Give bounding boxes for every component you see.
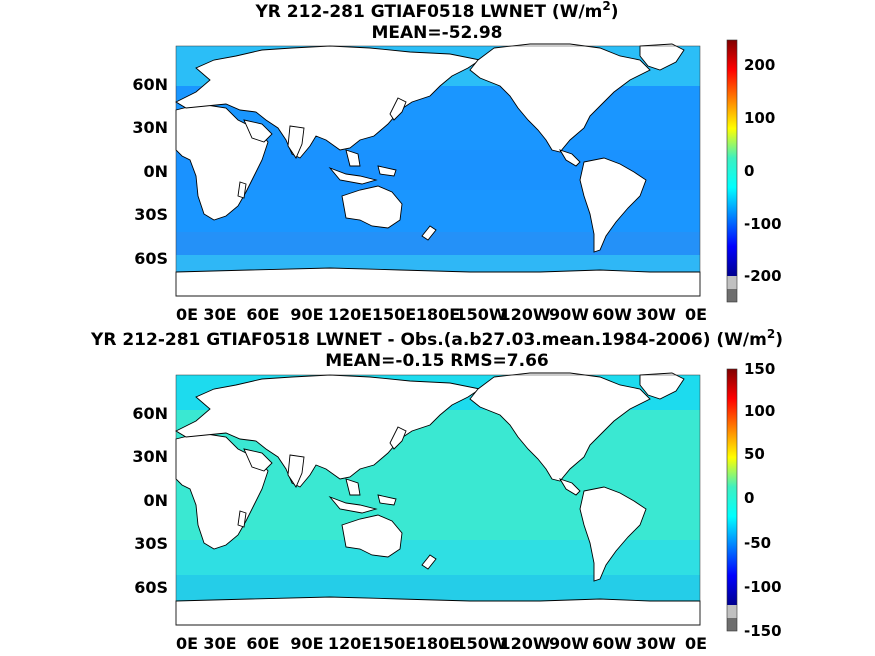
colorbar-tick: 0 <box>744 489 754 507</box>
lat-tick: 0N <box>143 491 168 510</box>
lon-tick: 180E <box>416 634 460 653</box>
colorbar-top-frame <box>726 39 738 303</box>
colorbar-tick: 100 <box>744 402 775 420</box>
lon-tick: 30E <box>203 305 236 324</box>
panel-bottom-title: YR 212-281 GTIAF0518 LWNET - Obs.(a.b27.… <box>90 327 783 350</box>
panel-top: YR 212-281 GTIAF0518 LWNET (W/m2) MEAN=-… <box>132 0 781 324</box>
colorbar-tick: 150 <box>744 360 775 378</box>
map-top-frame <box>175 45 701 297</box>
colorbar-tick: -200 <box>744 267 782 285</box>
colorbar-bottom: 150 100 50 0 -50 -100 -150 <box>726 360 782 640</box>
lon-tick: 0E <box>176 305 198 324</box>
lon-tick: 0E <box>685 305 707 324</box>
colorbar-top-under-dark <box>727 289 737 302</box>
lon-tick: 60E <box>246 305 279 324</box>
lon-tick: 30W <box>636 634 676 653</box>
lon-tick: 0E <box>176 634 198 653</box>
lon-tick: 30E <box>203 634 236 653</box>
lat-tick: 30S <box>134 205 168 224</box>
map-bottom <box>175 372 701 626</box>
lon-tick: 180E <box>416 305 460 324</box>
panel-top-title: YR 212-281 GTIAF0518 LWNET (W/m2) <box>254 0 618 22</box>
panel-top-subtitle: MEAN=-52.98 <box>372 23 503 43</box>
panel-bottom: YR 212-281 GTIAF0518 LWNET - Obs.(a.b27.… <box>90 327 783 653</box>
lon-tick: 90W <box>549 634 589 653</box>
lat-tick: 60N <box>132 75 168 94</box>
lon-ticks-top: 0E 30E 60E 90E 120E 150E 180E 150W 120W … <box>176 305 707 324</box>
colorbar-tick: 200 <box>744 56 775 74</box>
colorbar-tick: 50 <box>744 445 765 463</box>
lat-ticks-top: 60N 30N 0N 30S 60S <box>132 75 168 268</box>
lat-tick: 0N <box>143 162 168 181</box>
lon-tick: 150E <box>372 634 416 653</box>
colorbar-bottom-under-light <box>727 605 737 618</box>
lon-tick: 90W <box>549 305 589 324</box>
lon-tick: 120E <box>328 634 372 653</box>
lat-tick: 30N <box>132 118 168 137</box>
colorbar-bottom-gradient <box>727 369 737 605</box>
lat-tick: 30N <box>132 447 168 466</box>
colorbar-tick: -100 <box>744 578 782 596</box>
lon-tick: 60W <box>592 305 632 324</box>
map-top <box>175 43 701 297</box>
lon-tick: 90E <box>290 305 323 324</box>
colorbar-bottom-under-dark <box>727 618 737 631</box>
lon-tick: 90E <box>290 634 323 653</box>
lon-tick: 0E <box>685 634 707 653</box>
lat-tick: 60S <box>134 249 168 268</box>
lon-tick: 150W <box>455 634 506 653</box>
lat-tick: 60S <box>134 578 168 597</box>
lat-tick: 30S <box>134 534 168 553</box>
colorbar-tick: -100 <box>744 215 782 233</box>
lon-tick: 120W <box>499 634 550 653</box>
lon-tick: 60E <box>246 634 279 653</box>
lon-ticks-bottom: 0E 30E 60E 90E 120E 150E 180E 150W 120W … <box>176 634 707 653</box>
colorbar-top: 200 100 0 -100 -200 <box>726 39 782 303</box>
lon-tick: 150E <box>372 305 416 324</box>
lat-tick: 60N <box>132 404 168 423</box>
lat-ticks-bottom: 60N 30N 0N 30S 60S <box>132 404 168 597</box>
lon-tick: 120W <box>499 305 550 324</box>
panel-bottom-subtitle: MEAN=-0.15 RMS=7.66 <box>325 351 549 371</box>
lon-tick: 60W <box>592 634 632 653</box>
colorbar-top-under-light <box>727 276 737 289</box>
colorbar-top-gradient <box>727 40 737 276</box>
colorbar-tick: 100 <box>744 109 775 127</box>
colorbar-bottom-frame <box>726 368 738 632</box>
map-bottom-frame <box>175 374 701 626</box>
lon-tick: 150W <box>455 305 506 324</box>
colorbar-tick: -150 <box>744 622 782 640</box>
colorbar-tick: -50 <box>744 534 771 552</box>
colorbar-tick: 0 <box>744 162 754 180</box>
lon-tick: 30W <box>636 305 676 324</box>
lon-tick: 120E <box>328 305 372 324</box>
